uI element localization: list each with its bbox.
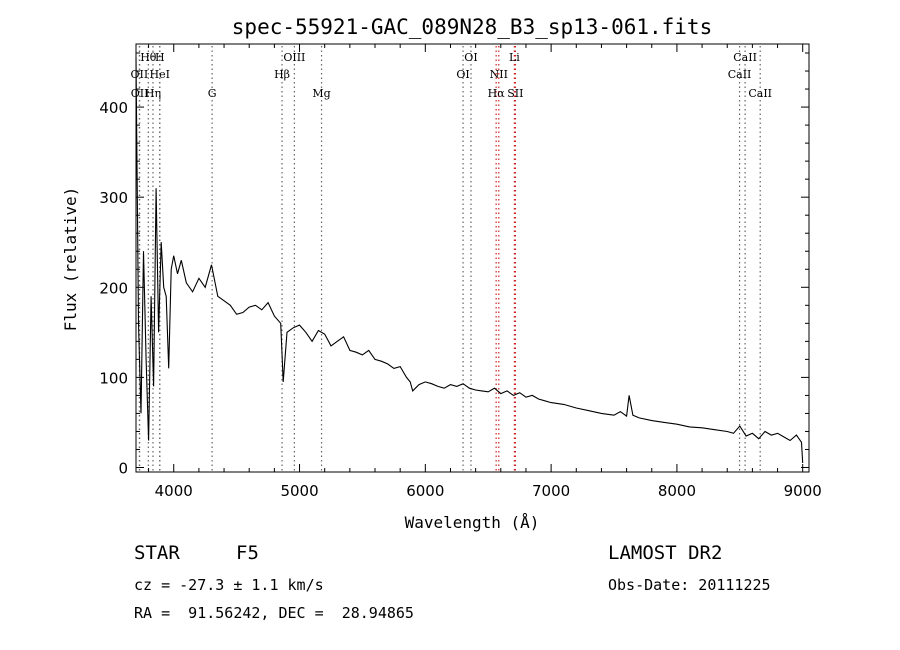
marker-label: Li [509, 51, 520, 64]
marker-label: SII [507, 87, 523, 100]
marker-label: OII [131, 68, 149, 81]
y-tick-label: 0 [118, 459, 128, 477]
marker-label: HeI [150, 68, 170, 81]
marker-label: CaII [733, 51, 757, 64]
marker-label: NII [490, 68, 508, 81]
chart-title: spec-55921-GAC_089N28_B3_sp13-061.fits [232, 15, 712, 39]
x-axis: 4000 5000 6000 7000 8000 9000 [148, 44, 822, 500]
marker-label: Mg [312, 87, 330, 100]
y-tick-label: 400 [99, 99, 128, 117]
marker-lines [138, 46, 761, 472]
redshift-cz: cz = -27.3 ± 1.1 km/s [134, 576, 324, 594]
marker-label: OIII [283, 51, 305, 64]
marker-label: OI [464, 51, 477, 64]
spectrum-series [135, 57, 804, 464]
y-axis: 0 100 200 300 400 [99, 52, 809, 477]
obs-date: Obs-Date: 20111225 [608, 576, 771, 594]
marker-label: OII [131, 87, 149, 100]
object-class: STAR [134, 542, 180, 564]
marker-label: CaII [748, 87, 772, 100]
y-tick-label: 200 [99, 279, 128, 297]
marker-label: Hβ [274, 68, 290, 81]
y-axis-label: Flux (relative) [61, 187, 80, 332]
x-tick-label: 7000 [532, 482, 570, 500]
x-tick-label: 5000 [280, 482, 318, 500]
plot-frame [135, 43, 810, 473]
marker-label: H [155, 51, 165, 64]
marker-label: OI [456, 68, 469, 81]
marker-label: Hθ [140, 51, 157, 64]
object-subclass: F5 [236, 542, 259, 564]
x-tick-label: 4000 [155, 482, 193, 500]
coordinates: RA = 91.56242, DEC = 28.94865 [134, 604, 414, 622]
spectrum-line [135, 57, 804, 464]
marker-label: G [208, 87, 217, 100]
x-tick-label: 8000 [658, 482, 696, 500]
survey-name: LAMOST DR2 [608, 542, 723, 564]
x-axis-label: Wavelength (Å) [405, 513, 540, 532]
y-tick-label: 300 [99, 189, 128, 207]
marker-label: Hη [145, 87, 161, 100]
x-tick-label: 9000 [784, 482, 822, 500]
marker-label: Hα [488, 87, 506, 100]
x-tick-label: 6000 [406, 482, 444, 500]
marker-label: CaII [728, 68, 752, 81]
y-tick-label: 100 [99, 369, 128, 387]
